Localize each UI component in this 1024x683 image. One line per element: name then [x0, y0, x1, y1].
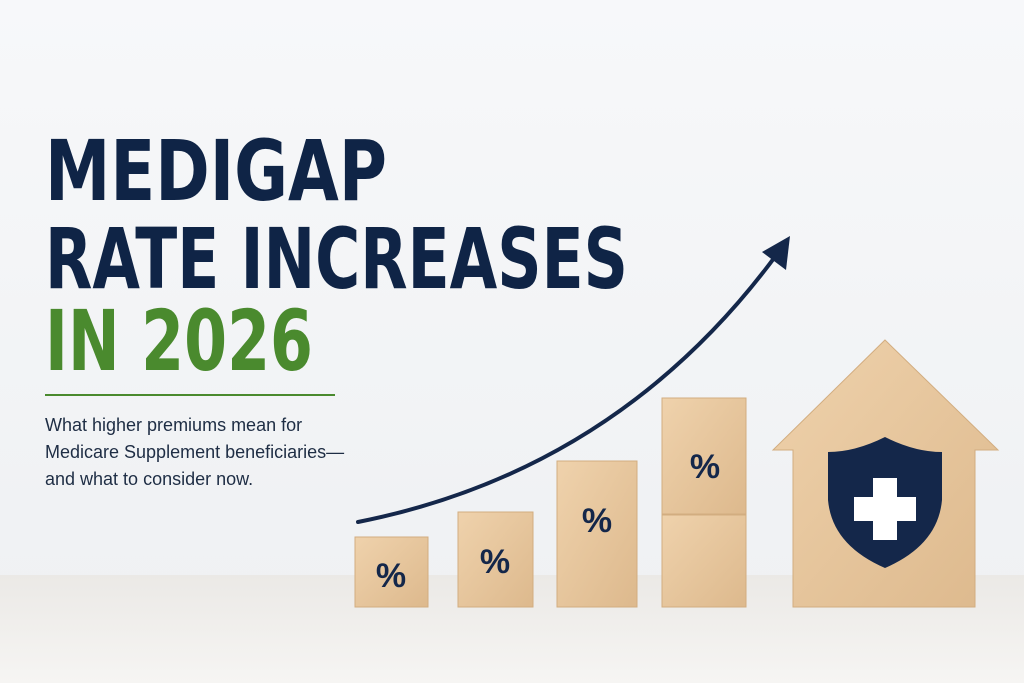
- headline-line: MEDIGAP: [45, 122, 387, 220]
- arrow-head: [762, 236, 790, 270]
- house: [771, 339, 1000, 608]
- subtitle-line: and what to consider now.: [45, 469, 253, 489]
- subtitle-line: Medicare Supplement beneficiaries—: [45, 442, 344, 462]
- headline-line: RATE INCREASES: [45, 210, 628, 308]
- block-label: %: [376, 557, 406, 595]
- block: [556, 460, 638, 608]
- blocks: % % % %: [354, 397, 747, 608]
- block-label: %: [480, 543, 510, 581]
- trend-arrow: [356, 248, 782, 524]
- block: [457, 511, 534, 608]
- block: [661, 397, 747, 515]
- block: [354, 536, 429, 608]
- block-label: %: [690, 448, 720, 486]
- subtitle-line: What higher premiums mean for: [45, 415, 302, 435]
- block-label: %: [582, 502, 612, 540]
- headline-year: IN 2026: [45, 292, 313, 390]
- block: [661, 514, 747, 608]
- cross: [854, 478, 916, 540]
